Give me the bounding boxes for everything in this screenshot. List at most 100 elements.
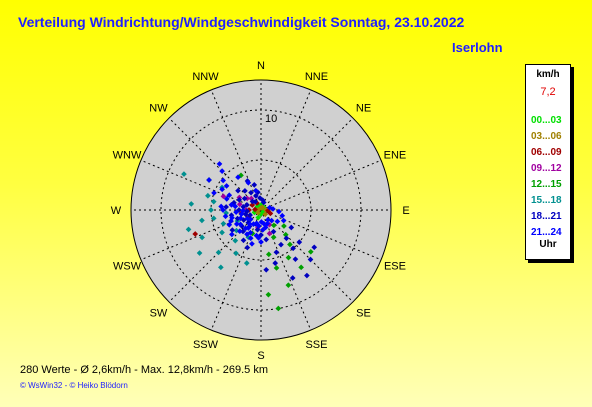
data-point	[238, 211, 245, 217]
legend: km/h 7,2 00...03 03...06 06...09 09...12 12.…	[525, 64, 571, 260]
data-point	[266, 230, 273, 237]
data-point	[236, 197, 243, 203]
data-point	[279, 212, 286, 219]
legend-unit: km/h	[536, 69, 560, 80]
data-point	[274, 218, 281, 225]
data-point	[247, 235, 254, 242]
data-point	[270, 234, 277, 241]
data-point	[210, 198, 217, 205]
data-point	[278, 241, 284, 248]
data-point	[255, 214, 262, 221]
data-point	[272, 260, 279, 266]
data-point	[244, 231, 250, 238]
legend-hour-entry: 03...06	[531, 131, 562, 142]
data-point	[192, 231, 199, 237]
data-point	[280, 217, 287, 224]
direction-spoke	[140, 159, 262, 211]
legend-hour-entry: 18...21	[531, 211, 562, 222]
stats-footer: 280 Werte - Ø 2,6km/h - Max. 12,8km/h - …	[20, 364, 268, 376]
data-point	[285, 282, 292, 289]
data-point	[287, 241, 293, 248]
direction-label: N	[257, 60, 265, 72]
data-point	[243, 260, 250, 266]
data-point	[271, 222, 277, 229]
data-point	[304, 272, 310, 279]
data-point	[273, 249, 280, 256]
data-point	[237, 221, 244, 228]
data-point	[240, 237, 247, 244]
legend-max-value: 7,2	[540, 86, 556, 98]
data-point	[232, 237, 239, 244]
data-point	[259, 204, 266, 211]
data-point	[199, 234, 205, 241]
legend-hour-entry: 21...24	[531, 227, 562, 238]
data-point	[235, 174, 241, 181]
data-point	[220, 193, 227, 200]
data-point	[244, 244, 251, 251]
data-point	[258, 239, 264, 245]
data-point	[242, 225, 249, 232]
direction-spoke	[168, 117, 262, 211]
data-point	[215, 249, 222, 256]
data-point	[223, 196, 230, 202]
data-point	[265, 217, 271, 223]
data-point	[276, 208, 282, 215]
direction-label: NW	[149, 102, 168, 114]
data-point	[247, 212, 253, 218]
direction-label: WNW	[113, 150, 142, 162]
direction-spoke	[260, 159, 382, 211]
data-point	[242, 188, 248, 194]
data-point	[206, 177, 212, 183]
data-point	[260, 199, 267, 206]
data-point	[232, 203, 239, 210]
data-point	[236, 201, 243, 208]
direction-label: SSE	[305, 339, 327, 351]
direction-spoke	[260, 89, 312, 211]
location-label: Iserlohn	[452, 40, 503, 55]
direction-spoke	[260, 209, 312, 331]
legend-footer-label: Uhr	[539, 239, 557, 250]
data-point	[252, 198, 259, 205]
data-point	[244, 208, 250, 215]
data-point	[247, 221, 253, 228]
data-point	[235, 187, 241, 194]
data-point	[275, 305, 282, 312]
data-point	[220, 177, 227, 184]
data-point	[244, 202, 250, 208]
data-point	[229, 231, 235, 238]
legend-hour-entry: 12...15	[531, 179, 562, 190]
direction-label: S	[257, 350, 264, 362]
data-point	[233, 250, 239, 257]
direction-label: E	[402, 205, 409, 217]
data-point	[292, 256, 299, 262]
direction-spoke	[168, 209, 262, 303]
data-point	[208, 207, 214, 213]
data-point	[210, 215, 217, 222]
direction-label: NE	[356, 102, 371, 114]
data-point	[219, 168, 225, 174]
data-point	[273, 265, 280, 271]
data-point	[296, 239, 303, 245]
data-point	[220, 220, 227, 227]
data-point	[263, 266, 270, 273]
data-point	[237, 215, 244, 222]
data-point	[289, 275, 296, 281]
data-point	[188, 201, 195, 207]
data-point	[307, 256, 314, 263]
data-point	[266, 204, 273, 211]
direction-spoke	[260, 117, 354, 211]
data-point	[281, 223, 287, 229]
legend-hour-entry: 06...09	[531, 147, 562, 158]
data-point	[181, 171, 187, 177]
legend-hour-entry: 00...03	[531, 115, 562, 126]
direction-label: W	[111, 205, 122, 217]
data-point	[263, 236, 270, 243]
data-point	[264, 220, 271, 227]
data-point	[222, 213, 229, 220]
data-point	[285, 254, 292, 261]
data-point	[270, 228, 277, 235]
data-point	[233, 221, 240, 227]
direction-label: WSW	[113, 260, 142, 272]
direction-label: NNE	[305, 71, 328, 83]
